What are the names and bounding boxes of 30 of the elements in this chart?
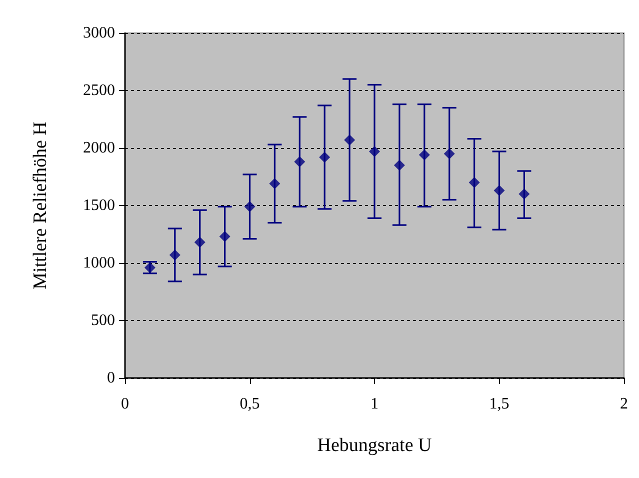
point	[244, 201, 256, 212]
y-tick-label: 2000	[83, 140, 115, 156]
y-tick-label: 1500	[83, 197, 115, 214]
point	[144, 262, 156, 274]
x-axis-title: Hebungsrate U	[317, 435, 432, 456]
x-tick-label: 2	[620, 396, 628, 412]
x-tick-label: 1,5	[489, 396, 510, 412]
point	[518, 188, 530, 200]
point	[319, 152, 330, 163]
y-tick-label: 3000	[83, 24, 115, 42]
point	[444, 148, 455, 160]
point	[494, 185, 505, 196]
x-tick-label: 0,5	[240, 396, 260, 412]
point	[169, 249, 180, 260]
point	[269, 178, 280, 190]
point	[369, 146, 380, 157]
x-tick-label: 1	[370, 396, 378, 412]
point	[219, 231, 230, 242]
point	[394, 160, 405, 171]
x-tick-label: 0	[121, 396, 129, 412]
y-tick-label: 1000	[83, 254, 115, 272]
point	[344, 134, 356, 146]
y-tick-label: 2500	[83, 82, 115, 99]
point	[294, 156, 306, 168]
point	[468, 177, 480, 188]
point	[194, 236, 206, 248]
y-axis-title: Mittlere Reliefhöhe H	[30, 121, 51, 290]
y-tick-label: 0	[107, 370, 115, 386]
point	[418, 149, 430, 160]
y-tick-label: 500	[91, 312, 115, 329]
